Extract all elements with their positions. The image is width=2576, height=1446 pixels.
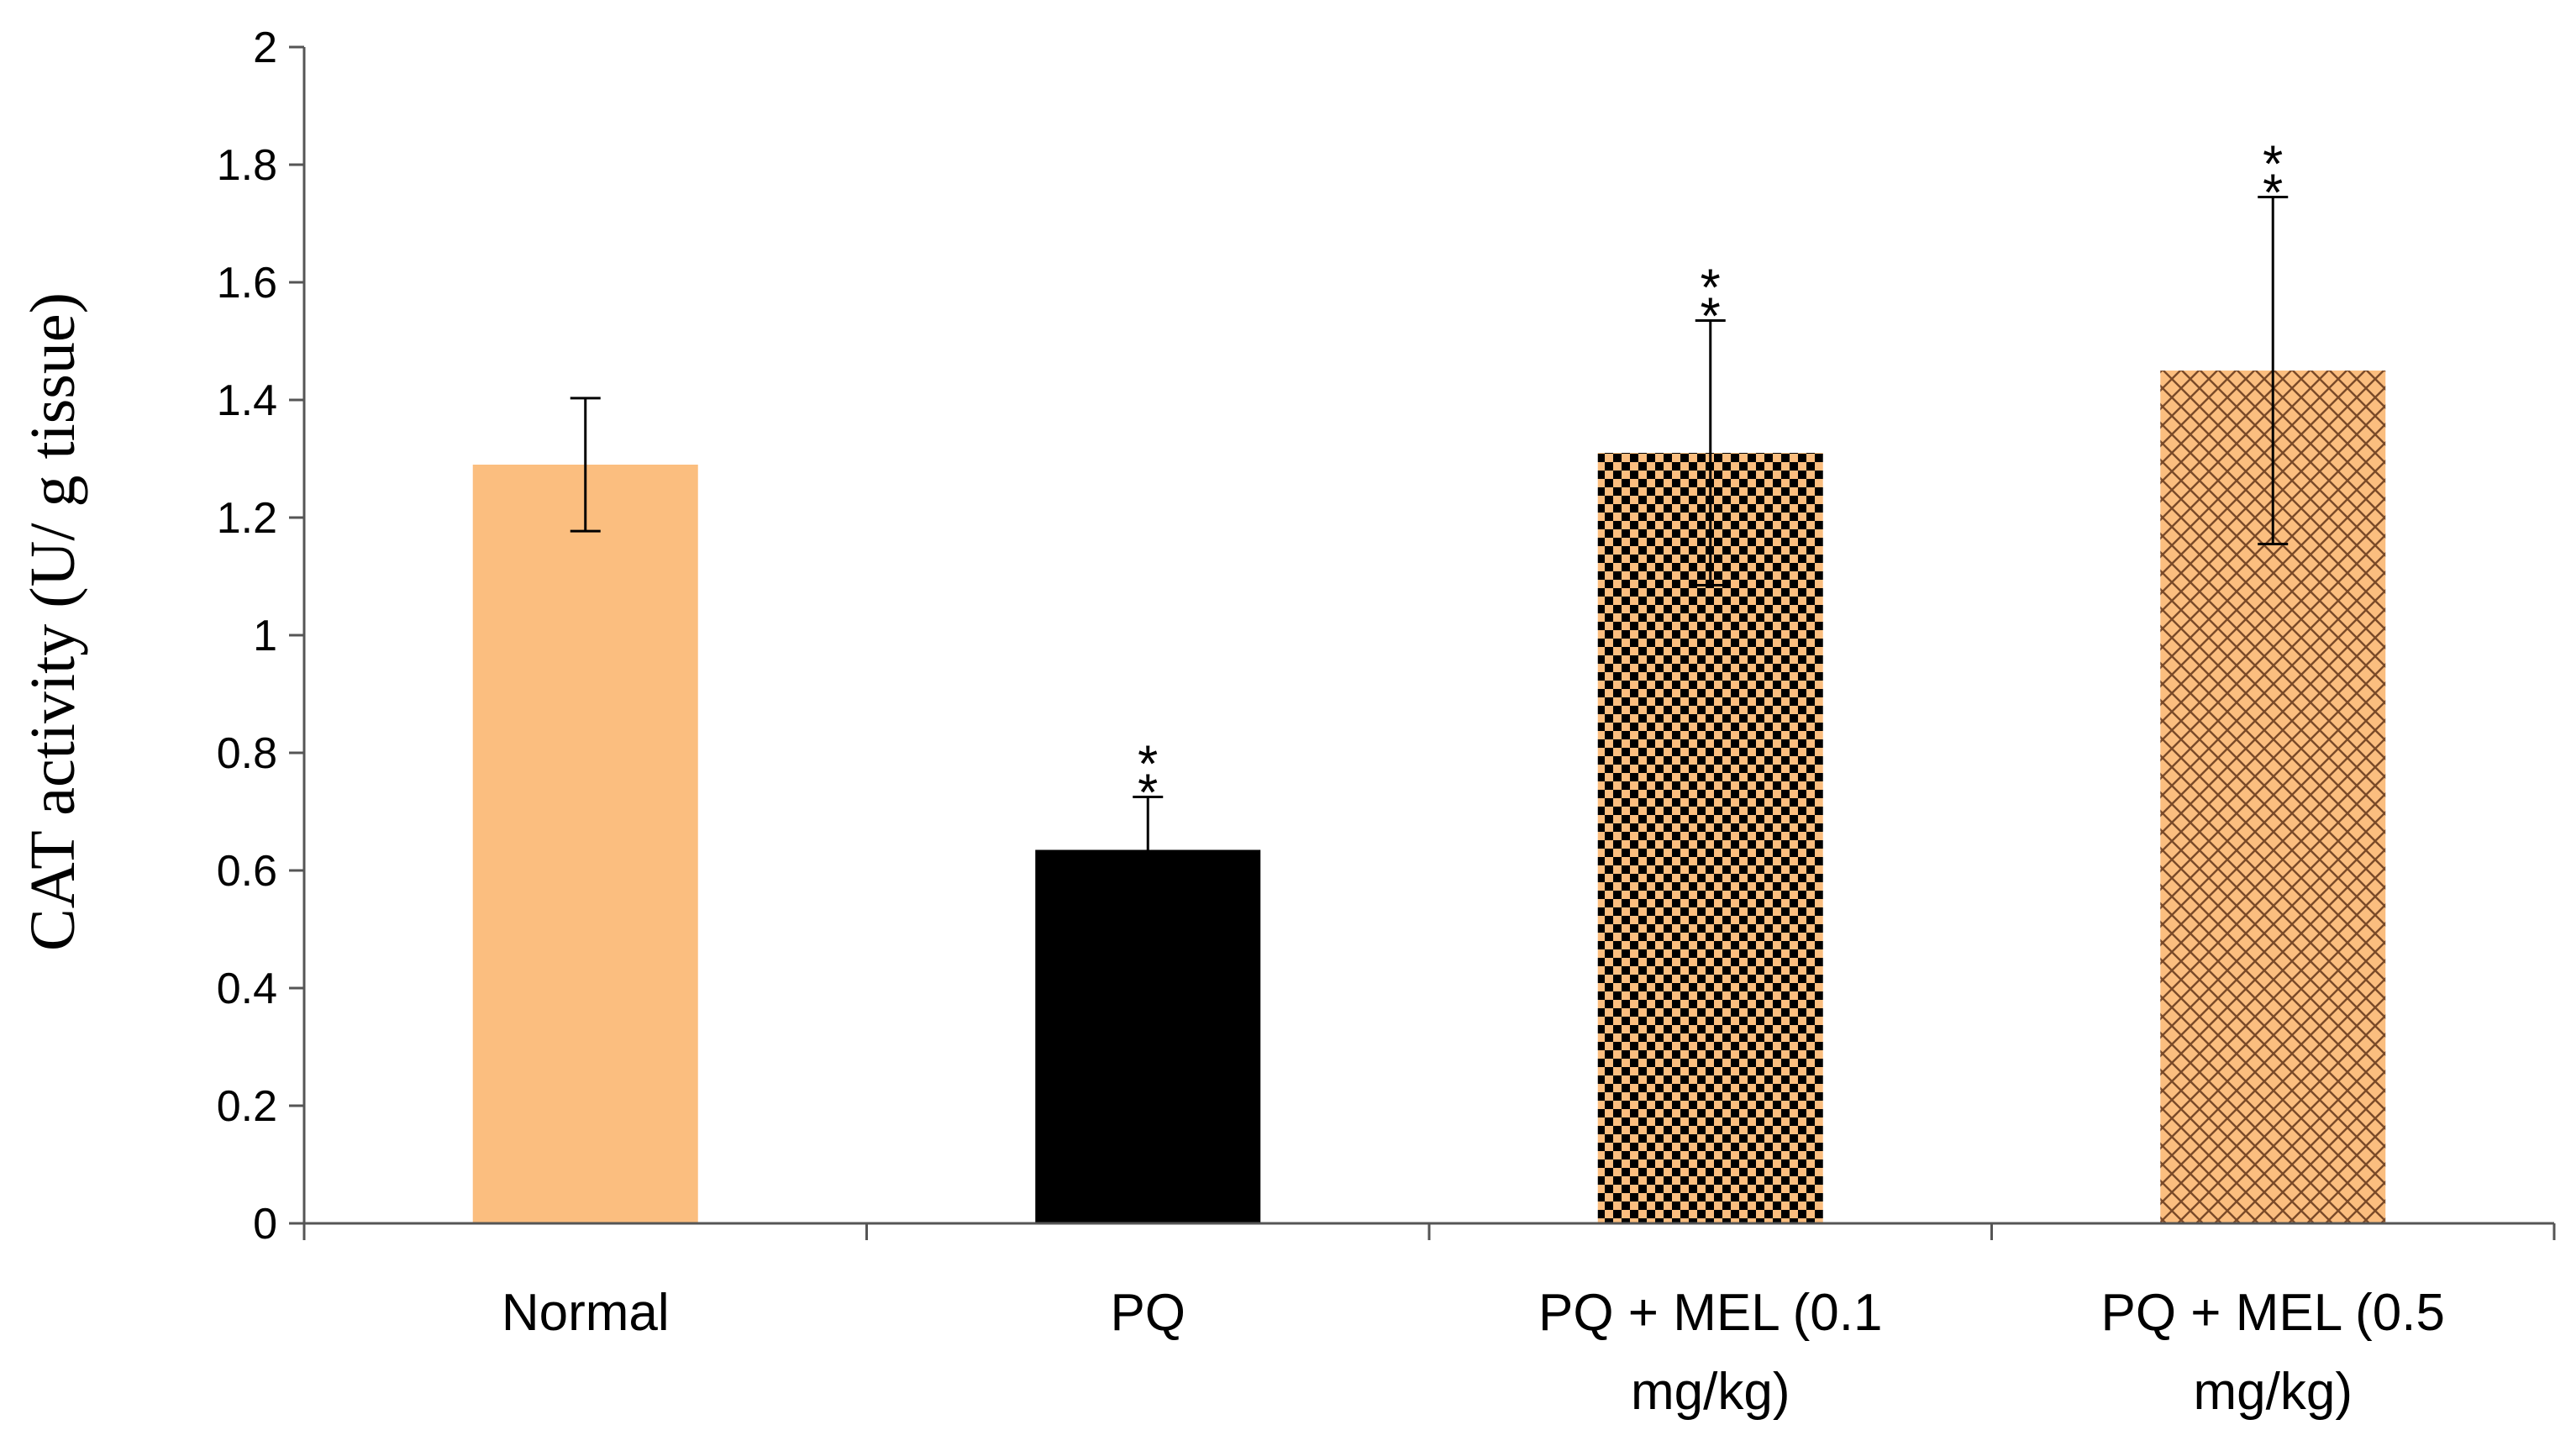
x-tick-label: mg/kg) <box>1631 1363 1790 1421</box>
bar <box>1035 849 1261 1223</box>
bars-group <box>472 371 2386 1223</box>
x-tick-label: PQ + MEL (0.1 <box>1538 1284 1882 1342</box>
y-tick-label: 0.2 <box>217 1082 277 1131</box>
y-tick-label: 0.4 <box>217 965 277 1013</box>
bar <box>472 465 698 1223</box>
y-tick-label: 1.4 <box>217 376 277 425</box>
y-tick-label: 0.8 <box>217 729 277 778</box>
significance-marker: * <box>1701 260 1721 318</box>
y-tick-label: 1.6 <box>217 259 277 308</box>
x-tick-label: mg/kg) <box>2194 1363 2353 1421</box>
error-bars-group <box>570 196 2289 904</box>
tick-labels-group: 0 0.2 0.4 0.6 0.8 1 1.2 1.4 1.6 1.8 2 Normal PQ PQ + … <box>217 24 2445 1421</box>
axes-group <box>289 45 2556 1240</box>
x-tick-label: PQ + MEL (0.5 <box>2101 1284 2445 1342</box>
y-axis-label: CAT activity (U/ g tissue) <box>18 292 88 951</box>
y-tick-label: 0 <box>253 1200 277 1249</box>
significance-marker: * <box>2263 165 2283 223</box>
y-tick-label: 1 <box>253 612 277 660</box>
significance-marker: * <box>1138 736 1158 794</box>
y-tick-label: 1.8 <box>217 141 277 190</box>
significance-marker: * <box>1701 288 1721 346</box>
significance-marker: * <box>2263 136 2283 194</box>
y-tick-label: 0.6 <box>217 847 277 896</box>
significance-group: ****** <box>1138 136 2283 823</box>
significance-marker: * <box>1138 765 1158 823</box>
y-tick-label: 1.2 <box>217 494 277 543</box>
x-tick-label: PQ <box>1110 1284 1185 1342</box>
x-tick-label: Normal <box>502 1284 670 1342</box>
y-tick-label: 2 <box>253 24 277 72</box>
